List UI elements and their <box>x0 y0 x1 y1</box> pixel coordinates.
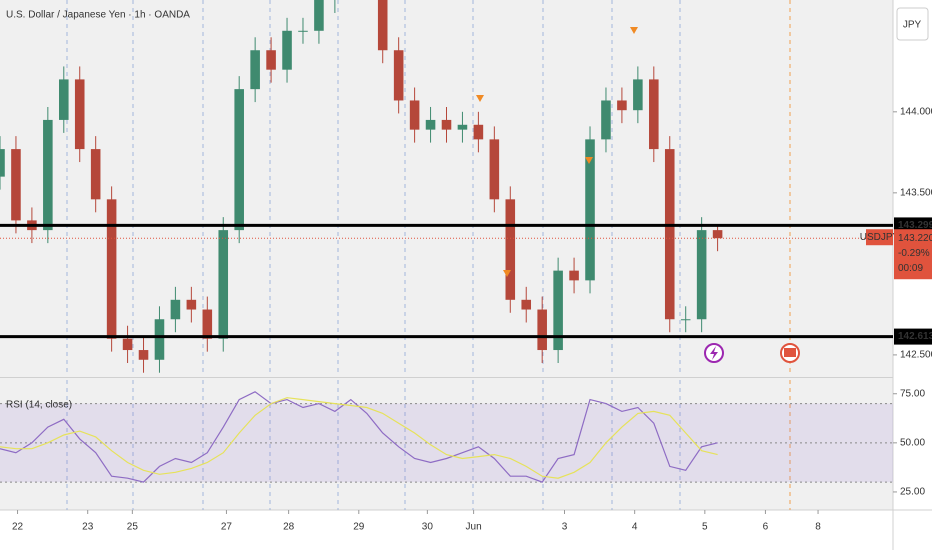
last-price-tag <box>894 229 932 280</box>
x-tick-label: 6 <box>763 522 769 533</box>
currency: JPY <box>903 20 922 31</box>
level-tag <box>894 328 932 345</box>
x-tick-label: 28 <box>283 522 295 533</box>
last-price: 143.220 <box>898 233 932 244</box>
level-label: 142.613 <box>898 331 932 342</box>
candle-body <box>505 199 516 300</box>
candle-body <box>90 149 101 200</box>
y-tick-label: 142.500 <box>900 350 932 361</box>
x-tick-label: 27 <box>221 522 233 533</box>
candle-body <box>250 50 260 90</box>
candle-body <box>585 139 595 281</box>
candle-body <box>553 270 563 351</box>
x-tick-label: 5 <box>702 522 708 533</box>
candle-body <box>218 230 229 339</box>
x-tick-label: Jun <box>466 522 482 533</box>
candle-body <box>170 299 181 320</box>
candle-body <box>0 149 5 177</box>
candle-body <box>234 89 244 231</box>
candle-body <box>457 124 468 130</box>
candle-body <box>154 319 165 360</box>
candle-body <box>314 0 324 31</box>
candle-body <box>633 79 643 111</box>
candle-body <box>202 309 213 339</box>
event-icon-bolt <box>710 346 718 360</box>
candle-body <box>680 319 691 321</box>
candle-body <box>106 199 117 339</box>
signal-marker <box>585 157 593 164</box>
x-tick-label: 25 <box>127 522 139 533</box>
rsi-pane <box>0 380 893 510</box>
candle-body <box>521 299 532 310</box>
event-flag-body <box>784 348 796 357</box>
signal-marker <box>503 270 511 277</box>
countdown: 00:09 <box>898 263 923 274</box>
candle-body <box>122 338 133 351</box>
symbol: USDJPY <box>860 232 900 243</box>
candle-body <box>43 119 53 231</box>
candle-body <box>696 230 707 320</box>
chart-title: U.S. Dollar / Japanese Yen · 1h · OANDA <box>6 10 190 21</box>
x-tick-label: 3 <box>562 522 568 533</box>
signal-marker <box>476 95 484 102</box>
rsi-title: RSI (14, close) <box>6 400 72 411</box>
candle-body <box>74 79 85 150</box>
candle-body <box>138 350 149 360</box>
candle-body <box>569 270 579 281</box>
axes: 144.000 143.500 142.500 143.299 142.613 USDJP… <box>12 106 932 533</box>
y-tick-label: 144.000 <box>900 106 932 117</box>
candle-body <box>298 30 308 32</box>
candle-body <box>377 0 388 51</box>
x-tick-label: 8 <box>815 522 821 533</box>
candle-body <box>473 124 484 140</box>
x-tick-label: 4 <box>632 522 638 533</box>
candle-body <box>537 309 547 351</box>
y-tick-label: 75.00 <box>900 388 925 399</box>
symbol-tag <box>866 229 893 246</box>
candle-body <box>649 79 659 150</box>
x-tick-label: 29 <box>353 522 365 533</box>
candle-body <box>59 79 69 120</box>
x-tick-label: 23 <box>82 522 94 533</box>
y-tick-label: 50.00 <box>900 437 925 448</box>
candle-body <box>601 100 611 140</box>
rsi-line <box>0 397 718 479</box>
candle-body <box>409 100 420 130</box>
candle-body <box>489 139 500 200</box>
candle-body <box>266 50 276 70</box>
signal-marker <box>630 27 638 34</box>
x-tick-label: 22 <box>12 522 24 533</box>
candle-body <box>282 30 292 70</box>
price-pane <box>0 0 893 375</box>
candle-body <box>617 100 627 111</box>
candle-body <box>712 230 723 239</box>
candle-body <box>393 50 404 101</box>
level-label: 143.299 <box>898 220 932 231</box>
x-tick-label: 30 <box>422 522 434 533</box>
change: -0.29% <box>898 248 930 259</box>
candle-body <box>11 149 21 221</box>
time-axis-bg <box>0 510 893 550</box>
currency-box[interactable] <box>896 7 929 41</box>
y-tick-label: 25.00 <box>900 487 925 498</box>
candle-body <box>186 299 197 310</box>
y-tick-label: 143.500 <box>900 187 932 198</box>
candle-body <box>441 119 452 130</box>
candle-body <box>425 119 436 130</box>
candle-body <box>664 149 675 320</box>
